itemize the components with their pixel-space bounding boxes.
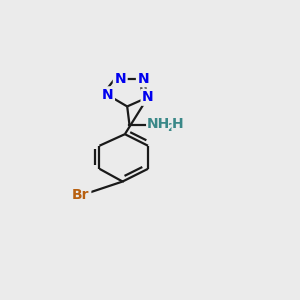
Text: N: N [102, 88, 113, 102]
Text: N: N [137, 72, 149, 86]
Text: H: H [172, 117, 184, 131]
Text: Br: Br [72, 188, 90, 203]
Text: NH: NH [147, 117, 170, 131]
Text: N: N [114, 72, 126, 86]
Text: 2: 2 [167, 123, 175, 134]
Text: N: N [142, 90, 154, 104]
